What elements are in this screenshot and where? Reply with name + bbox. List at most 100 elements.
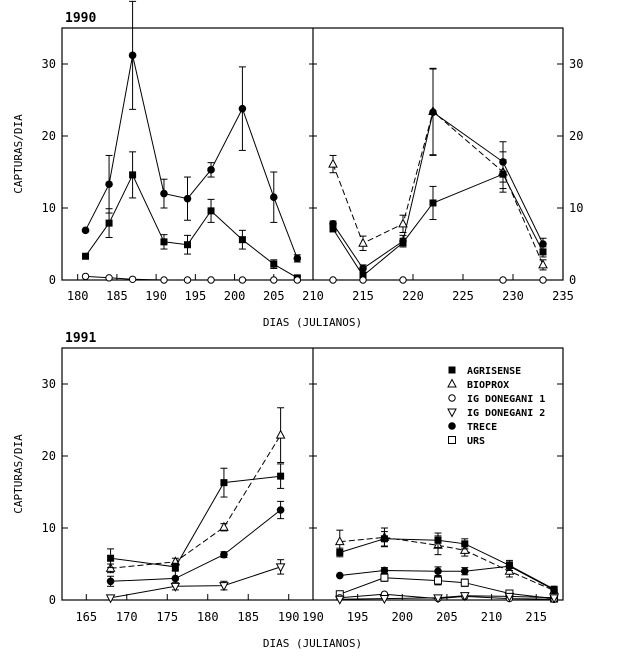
data-point [359, 264, 367, 273]
data-point [105, 274, 113, 282]
series-line [110, 509, 281, 582]
x-axis-label: DIAS (JULIANOS) [263, 316, 362, 329]
series-line [110, 566, 281, 599]
data-point [207, 276, 215, 284]
series-agrisense-0-0 [82, 151, 301, 282]
x-tick-label: 225 [452, 289, 474, 303]
y-tick-label: 20 [42, 449, 56, 463]
data-point [293, 254, 302, 263]
data-point [293, 276, 302, 284]
data-point [328, 158, 338, 168]
data-point [434, 567, 442, 575]
y-tick-label: 10 [42, 521, 56, 535]
data-point [275, 563, 286, 573]
y-tick-label: 0 [49, 593, 56, 607]
data-point [550, 586, 558, 594]
data-point [160, 189, 168, 198]
legend: AGRISENSE BIOPROX IG DONEGANI 1 IG DONEGANI… [447, 366, 545, 447]
data-point [460, 567, 469, 575]
data-point [335, 571, 344, 580]
data-point [106, 577, 115, 586]
data-point [380, 573, 389, 582]
data-point [539, 248, 547, 256]
data-point [329, 225, 337, 233]
series-line [110, 475, 281, 568]
series-ig-donegani-1-0-0 [81, 272, 302, 284]
series-ig-donegani-1-0-1 [329, 276, 547, 284]
series-ig-donegani-2-1-1 [334, 592, 559, 605]
data-point [276, 506, 285, 514]
data-point [429, 199, 437, 207]
series-line [339, 593, 555, 600]
x-tick-label: 200 [391, 610, 413, 624]
data-point [399, 276, 407, 284]
y-tick-label: 30 [42, 57, 56, 71]
x-tick-label: 195 [347, 610, 369, 624]
data-point [170, 582, 181, 592]
data-point [499, 276, 507, 284]
data-point [238, 104, 247, 113]
series-line [332, 173, 544, 277]
data-point [434, 536, 442, 544]
data-point [549, 594, 559, 604]
x-tick-label: 185 [106, 289, 128, 303]
data-point [207, 166, 215, 174]
y-tick-label: 0 [49, 273, 56, 287]
series-trece-0-0 [81, 0, 302, 263]
y-right-tick-label: 30 [569, 57, 583, 71]
legend-marker-bioprox [447, 378, 457, 388]
x-tick-label: 215 [525, 610, 547, 624]
legend-marker-ig-donegani-1 [448, 394, 456, 402]
legend-marker-agrisense [448, 366, 456, 374]
data-point [171, 574, 180, 583]
x-tick-label: 210 [302, 289, 324, 303]
x-tick-label: 190 [145, 289, 167, 303]
data-point [82, 252, 90, 260]
data-point [398, 218, 408, 228]
data-point [434, 576, 442, 585]
data-point [219, 582, 229, 592]
data-point [105, 219, 113, 227]
x-tick-label: 200 [224, 289, 246, 303]
series-trece-1-1 [335, 561, 558, 594]
data-point [220, 479, 228, 487]
data-point [160, 238, 168, 246]
data-point [269, 193, 278, 201]
x-tick-label: 190 [278, 610, 300, 624]
y-right-tick-label: 20 [569, 129, 583, 143]
series-bioprox-1-0 [105, 407, 286, 574]
series-line [339, 536, 555, 592]
series-line [332, 111, 544, 270]
data-point [107, 554, 115, 562]
data-point [539, 276, 547, 284]
data-point [358, 237, 368, 247]
data-point [359, 276, 367, 284]
data-point [429, 108, 437, 117]
data-point [459, 544, 470, 554]
y-right-tick-label: 0 [569, 273, 576, 287]
legend-label-trece: TRECE [467, 422, 497, 433]
data-point [270, 260, 278, 268]
legend-label-agrisense: AGRISENSE [467, 366, 521, 377]
x-tick-label: 205 [263, 289, 285, 303]
legend-marker-trece [448, 422, 456, 430]
data-point [505, 562, 514, 570]
data-point [539, 240, 547, 248]
y-tick-label: 30 [42, 377, 56, 391]
data-point [504, 592, 515, 602]
y-right-tick-label: 10 [569, 201, 583, 215]
data-point [399, 239, 407, 247]
data-point [128, 275, 137, 283]
x-tick-label: 180 [197, 610, 219, 624]
data-point [183, 194, 192, 203]
series-line [85, 173, 298, 279]
x-tick-label: 220 [402, 289, 424, 303]
chart-title-1990: 1990 [65, 11, 96, 26]
data-point [499, 170, 507, 178]
x-tick-label: 175 [156, 610, 178, 624]
legend-label-bioprox: BIOPROX [467, 380, 509, 391]
data-point [81, 272, 90, 281]
data-point [460, 578, 469, 587]
series-line [339, 538, 555, 590]
